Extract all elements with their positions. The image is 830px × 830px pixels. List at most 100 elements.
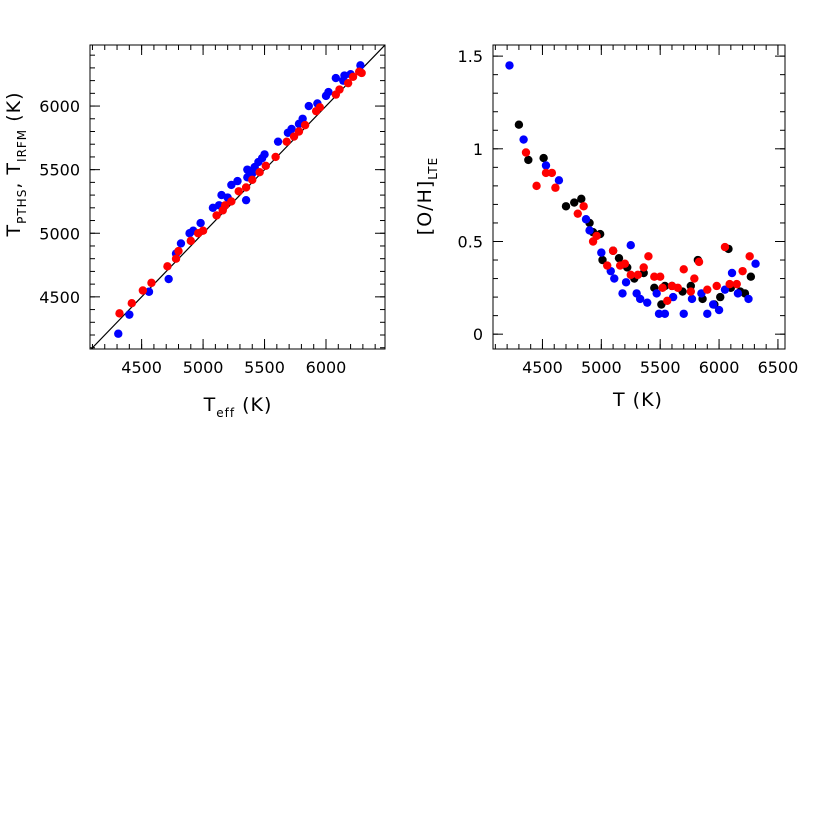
data-point [147, 278, 156, 288]
data-point [585, 226, 594, 235]
data-point [573, 209, 582, 218]
data-point [115, 309, 124, 318]
data-point [198, 226, 208, 235]
data-point [725, 279, 734, 289]
data-point [639, 263, 648, 272]
data-point [294, 127, 304, 136]
x-axis-label: Teff (K) [203, 394, 273, 420]
data-point [234, 187, 243, 196]
x-axis-label: T (K) [612, 389, 663, 411]
data-point [186, 236, 195, 246]
data-point [720, 242, 730, 252]
data-point [727, 268, 737, 278]
data-point [127, 299, 136, 308]
data-point [163, 262, 172, 271]
data-point [260, 150, 269, 159]
data-point [679, 309, 688, 318]
data-point [570, 198, 579, 207]
data-point [673, 283, 683, 293]
data-point [227, 180, 236, 190]
data-point [271, 152, 280, 162]
data-point [532, 181, 541, 191]
data-point [324, 87, 333, 97]
y-tick-label: 0.5 [458, 232, 483, 251]
data-point [541, 161, 551, 170]
data-point [551, 183, 560, 192]
data-point [176, 239, 186, 248]
plot-frame [89, 44, 386, 350]
y-tick-label: 1 [473, 140, 483, 159]
y-tick-label: 5500 [39, 161, 80, 180]
data-point [714, 305, 724, 315]
data-point [248, 169, 257, 178]
data-point [174, 246, 183, 256]
plot-frame [492, 44, 786, 350]
data-point [541, 168, 551, 178]
series-1 [115, 67, 366, 318]
x-tick-label: 6000 [699, 358, 740, 377]
y-tick-label: 4500 [39, 288, 80, 307]
data-point [679, 265, 688, 274]
data-point [618, 289, 627, 298]
x-tick-label: 5000 [581, 358, 622, 377]
data-point [598, 255, 607, 265]
y-tick-label: 0 [473, 325, 483, 344]
data-point [690, 274, 699, 283]
data-point [282, 137, 291, 146]
series-1 [505, 61, 760, 318]
x-tick-label: 6500 [758, 358, 799, 377]
data-point [644, 252, 653, 261]
data-point [686, 287, 696, 296]
data-point [343, 78, 353, 88]
x-tick-label: 4500 [121, 358, 162, 377]
data-point [635, 294, 645, 304]
data-point [694, 257, 704, 267]
data-point [561, 202, 571, 211]
data-point [608, 246, 618, 255]
data-point [746, 272, 756, 281]
x-tick-label: 5000 [183, 358, 224, 377]
data-point [579, 202, 588, 211]
data-point [125, 310, 134, 319]
x-tick-label: 5500 [640, 358, 681, 377]
data-point [745, 252, 754, 261]
data-point [687, 294, 697, 304]
data-point [703, 285, 712, 294]
data-point [138, 286, 148, 295]
series-0 [514, 120, 756, 309]
data-point [633, 270, 643, 280]
data-point [335, 85, 344, 94]
data-point [514, 120, 524, 129]
data-point [620, 259, 630, 268]
data-point [164, 274, 173, 284]
left-scatter-panel: 4500 5000 5500 6000 4500 5000 5500 6000 Teff (K)… [3, 44, 386, 420]
data-point [643, 298, 652, 307]
data-point [521, 148, 531, 157]
data-point [716, 292, 725, 302]
data-point [547, 168, 557, 178]
data-point [356, 61, 365, 70]
data-point [304, 101, 313, 111]
data-point [614, 253, 624, 263]
data-point [114, 329, 123, 338]
data-point [233, 176, 242, 186]
data-point [652, 289, 661, 298]
data-point [708, 300, 718, 309]
data-point [171, 254, 181, 263]
data-point [592, 231, 601, 241]
data-point [212, 211, 221, 220]
data-point [261, 161, 270, 171]
data-point [626, 270, 635, 280]
x-tick-label: 4500 [522, 358, 563, 377]
series-2 [521, 148, 754, 306]
data-point [554, 176, 564, 185]
data-point [524, 155, 533, 165]
data-point [597, 248, 606, 257]
data-point [738, 266, 747, 276]
data-point [603, 261, 612, 270]
data-point [348, 72, 358, 81]
data-point [655, 272, 665, 281]
data-point [227, 197, 236, 206]
data-point [241, 183, 251, 192]
